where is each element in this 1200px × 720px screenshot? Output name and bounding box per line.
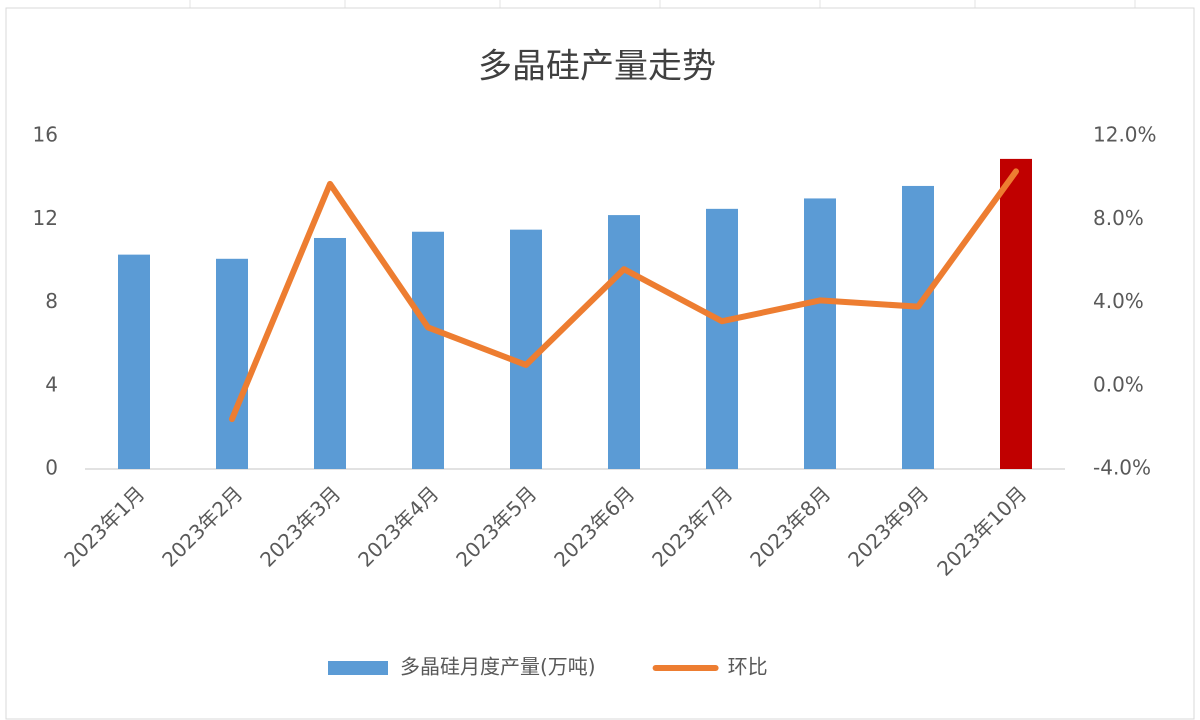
- bar: [608, 215, 640, 469]
- y2-tick-label: -4.0%: [1093, 456, 1151, 480]
- legend-swatch: [328, 661, 388, 675]
- bar: [412, 231, 444, 469]
- legend: 多晶硅月度产量(万吨) 环比: [328, 655, 768, 679]
- y2-tick-label: 12.0%: [1093, 123, 1157, 147]
- bar: [216, 258, 248, 469]
- y-tick-label: 8: [45, 289, 58, 313]
- y2-tick-label: 8.0%: [1093, 206, 1144, 230]
- y-tick-label: 4: [45, 372, 58, 396]
- bar: [118, 254, 150, 469]
- bar: [706, 208, 738, 469]
- y-tick-label: 12: [33, 206, 58, 230]
- bar: [510, 229, 542, 469]
- bar: [1000, 158, 1032, 470]
- y-tick-label: 16: [33, 123, 58, 147]
- legend-label: 多晶硅月度产量(万吨): [400, 655, 596, 679]
- line: [229, 168, 1019, 423]
- legend-label: 环比: [728, 655, 768, 679]
- y2-tick-label: 0.0%: [1093, 372, 1144, 396]
- y2-tick-label: 4.0%: [1093, 289, 1144, 313]
- chart-title: 多晶硅产量走势: [478, 47, 716, 87]
- bar: [314, 237, 346, 469]
- sheet-grid: [189, 0, 1136, 8]
- chart-frame: [5, 7, 1195, 720]
- y-tick-label: 0: [45, 456, 58, 480]
- bar: [804, 198, 836, 469]
- bar: [902, 185, 934, 469]
